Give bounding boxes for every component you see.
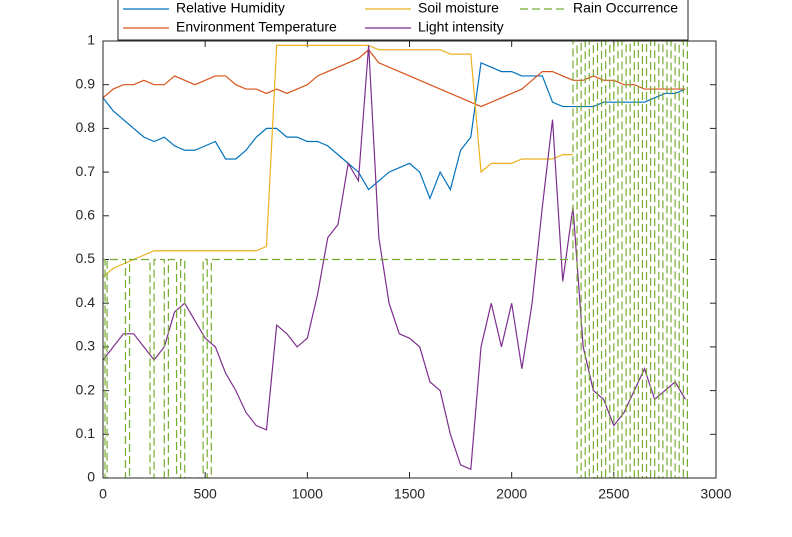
x-tick-label: 1000 [292, 486, 323, 502]
y-tick-label: 0.7 [76, 163, 96, 179]
series-line [103, 61, 686, 200]
legend-label: Soil moisture [418, 0, 499, 16]
x-tick-label: 3000 [700, 486, 731, 502]
legend-label: Relative Humidity [176, 0, 285, 16]
axes-box [102, 40, 717, 479]
y-tick-label: 0.9 [76, 75, 96, 91]
x-tick-label: 2000 [496, 486, 527, 502]
legend-label: Light intensity [418, 19, 504, 35]
series-line [103, 40, 688, 478]
y-tick-label: 0.2 [76, 381, 96, 397]
series-line [103, 45, 686, 471]
y-tick-label: 0.5 [76, 250, 96, 266]
y-tick-label: 0.6 [76, 207, 96, 223]
legend-box [117, 0, 689, 41]
series-line [103, 44, 573, 278]
y-tick-label: 0.4 [76, 294, 96, 310]
y-tick-label: 1 [87, 32, 95, 48]
x-tick-label: 500 [193, 486, 217, 502]
y-tick-label: 0.8 [76, 119, 96, 135]
x-tick-label: 1500 [394, 486, 425, 502]
y-tick-label: 0 [87, 469, 95, 485]
legend-label: Environment Temperature [176, 19, 337, 35]
x-tick-label: 2500 [598, 486, 629, 502]
y-tick-label: 0.1 [76, 425, 96, 441]
legend-label: Rain Occurrence [573, 0, 678, 16]
series-line [103, 48, 686, 108]
y-tick-label: 0.3 [76, 338, 96, 354]
x-tick-label: 0 [99, 486, 107, 502]
